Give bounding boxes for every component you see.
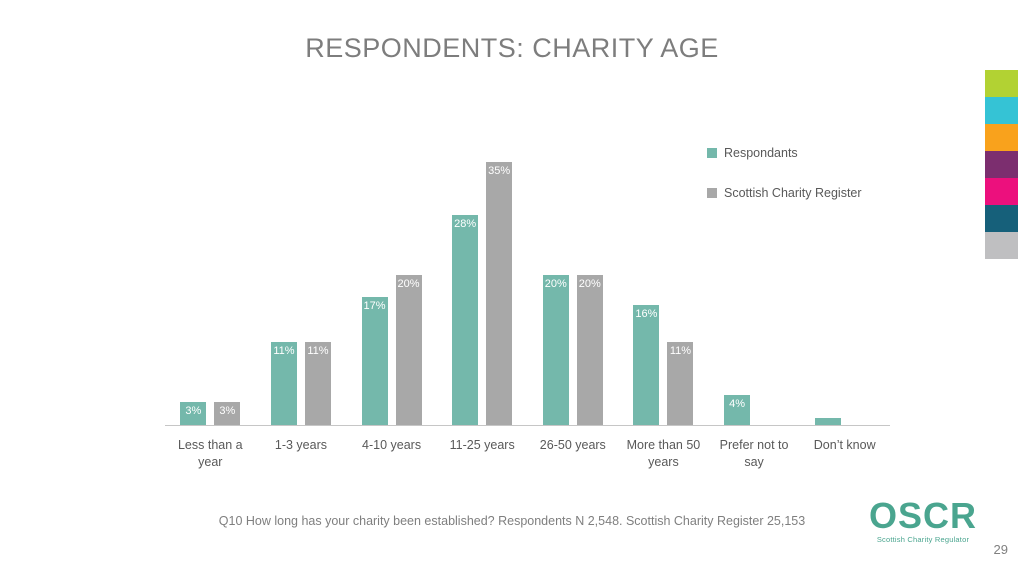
bar-respondants: 20% (542, 274, 569, 425)
x-axis-label: 26-50 years (539, 438, 606, 452)
bar-respondants: 11% (270, 342, 297, 425)
oscr-logo-text: OSCR (868, 495, 977, 536)
color-swatch (985, 97, 1018, 124)
x-axis-label: 11-25 years (449, 438, 515, 452)
color-swatch (985, 205, 1018, 232)
page-title: RESPONDENTS: CHARITY AGE (305, 33, 719, 63)
bar-group: 20% 20% (528, 274, 619, 425)
x-axis-label: 1-3 years (274, 438, 327, 452)
plot-area: 3% 3% 11% 11% 17% 20% 28% 35% 20% 20% 16% 11% 4% (165, 160, 890, 426)
x-axis-label: Less than a year (177, 438, 243, 469)
legend-label: Respondants (724, 146, 798, 160)
bar-value-label: 20% (397, 277, 420, 290)
bar-group: 16% 11% (618, 304, 709, 425)
bar-value-label: 17% (363, 300, 386, 313)
bar-respondants: 17% (361, 297, 388, 425)
x-axis-label: Prefer not to say (719, 438, 789, 469)
bar-register: 11% (667, 342, 694, 425)
legend-item: Scottish Charity Register (707, 186, 862, 200)
bar-group: 17% 20% (346, 274, 437, 425)
bar-group: 4% (709, 394, 800, 425)
bar-register: 35% (486, 162, 513, 425)
footer-note: Q10 How long has your charity been estab… (218, 514, 806, 528)
legend-label: Scottish Charity Register (724, 186, 862, 200)
bar-respondants: 16% (633, 304, 660, 425)
bar-value-label: 3% (185, 405, 202, 418)
bar-value-label: 4% (729, 397, 746, 410)
page-number: 29 (993, 542, 1008, 557)
bar-respondants: 28% (452, 214, 479, 425)
bar-group: 11% 11% (256, 342, 347, 425)
oscr-logo: OSCR Scottish Charity Regulator (869, 497, 977, 544)
bar-value-label: 11% (273, 345, 295, 358)
oscr-tagline: Scottish Charity Regulator (876, 534, 970, 544)
bar-value-label: 11% (307, 345, 329, 358)
bar-value-label: 20% (578, 277, 601, 290)
chart-legend: Respondants Scottish Charity Register (707, 146, 862, 200)
bar-group (799, 417, 890, 425)
bar-value-label: 11% (669, 345, 692, 358)
bar-register: 3% (214, 402, 241, 425)
bar-value-label: 16% (635, 307, 658, 320)
bar-register: 20% (395, 274, 422, 425)
legend-swatch-icon (707, 188, 717, 198)
bar-register: 11% (304, 342, 331, 425)
x-axis-label: 4-10 years (362, 438, 422, 452)
bar-group: 28% 35% (437, 162, 528, 425)
bar-value-label: 3% (219, 405, 236, 418)
color-swatch (985, 70, 1018, 97)
bar-value-label: 28% (454, 217, 477, 230)
legend-swatch-icon (707, 148, 717, 158)
color-swatch (985, 232, 1018, 259)
bar-chart: 3% 3% 11% 11% 17% 20% 28% 35% 20% 20% 16% 11% 4% Les… (165, 160, 890, 471)
x-axis-label: More than 50 years (626, 438, 701, 469)
bar-respondants (814, 417, 841, 425)
bar-value-label: 35% (488, 165, 511, 177)
bar-value-label: 20% (544, 277, 567, 290)
bar-respondants: 4% (724, 394, 751, 425)
x-axis: Less than a year 1-3 years 4-10 years 11-25… (165, 426, 890, 471)
color-swatch (985, 124, 1018, 151)
bar-respondants: 3% (180, 402, 207, 425)
color-swatch (985, 151, 1018, 178)
color-swatch (985, 178, 1018, 205)
bar-group: 3% 3% (165, 402, 256, 425)
x-axis-label: Don’t know (813, 438, 876, 452)
bar-register: 20% (576, 274, 603, 425)
color-strip (985, 70, 1018, 259)
legend-item: Respondants (707, 146, 862, 160)
